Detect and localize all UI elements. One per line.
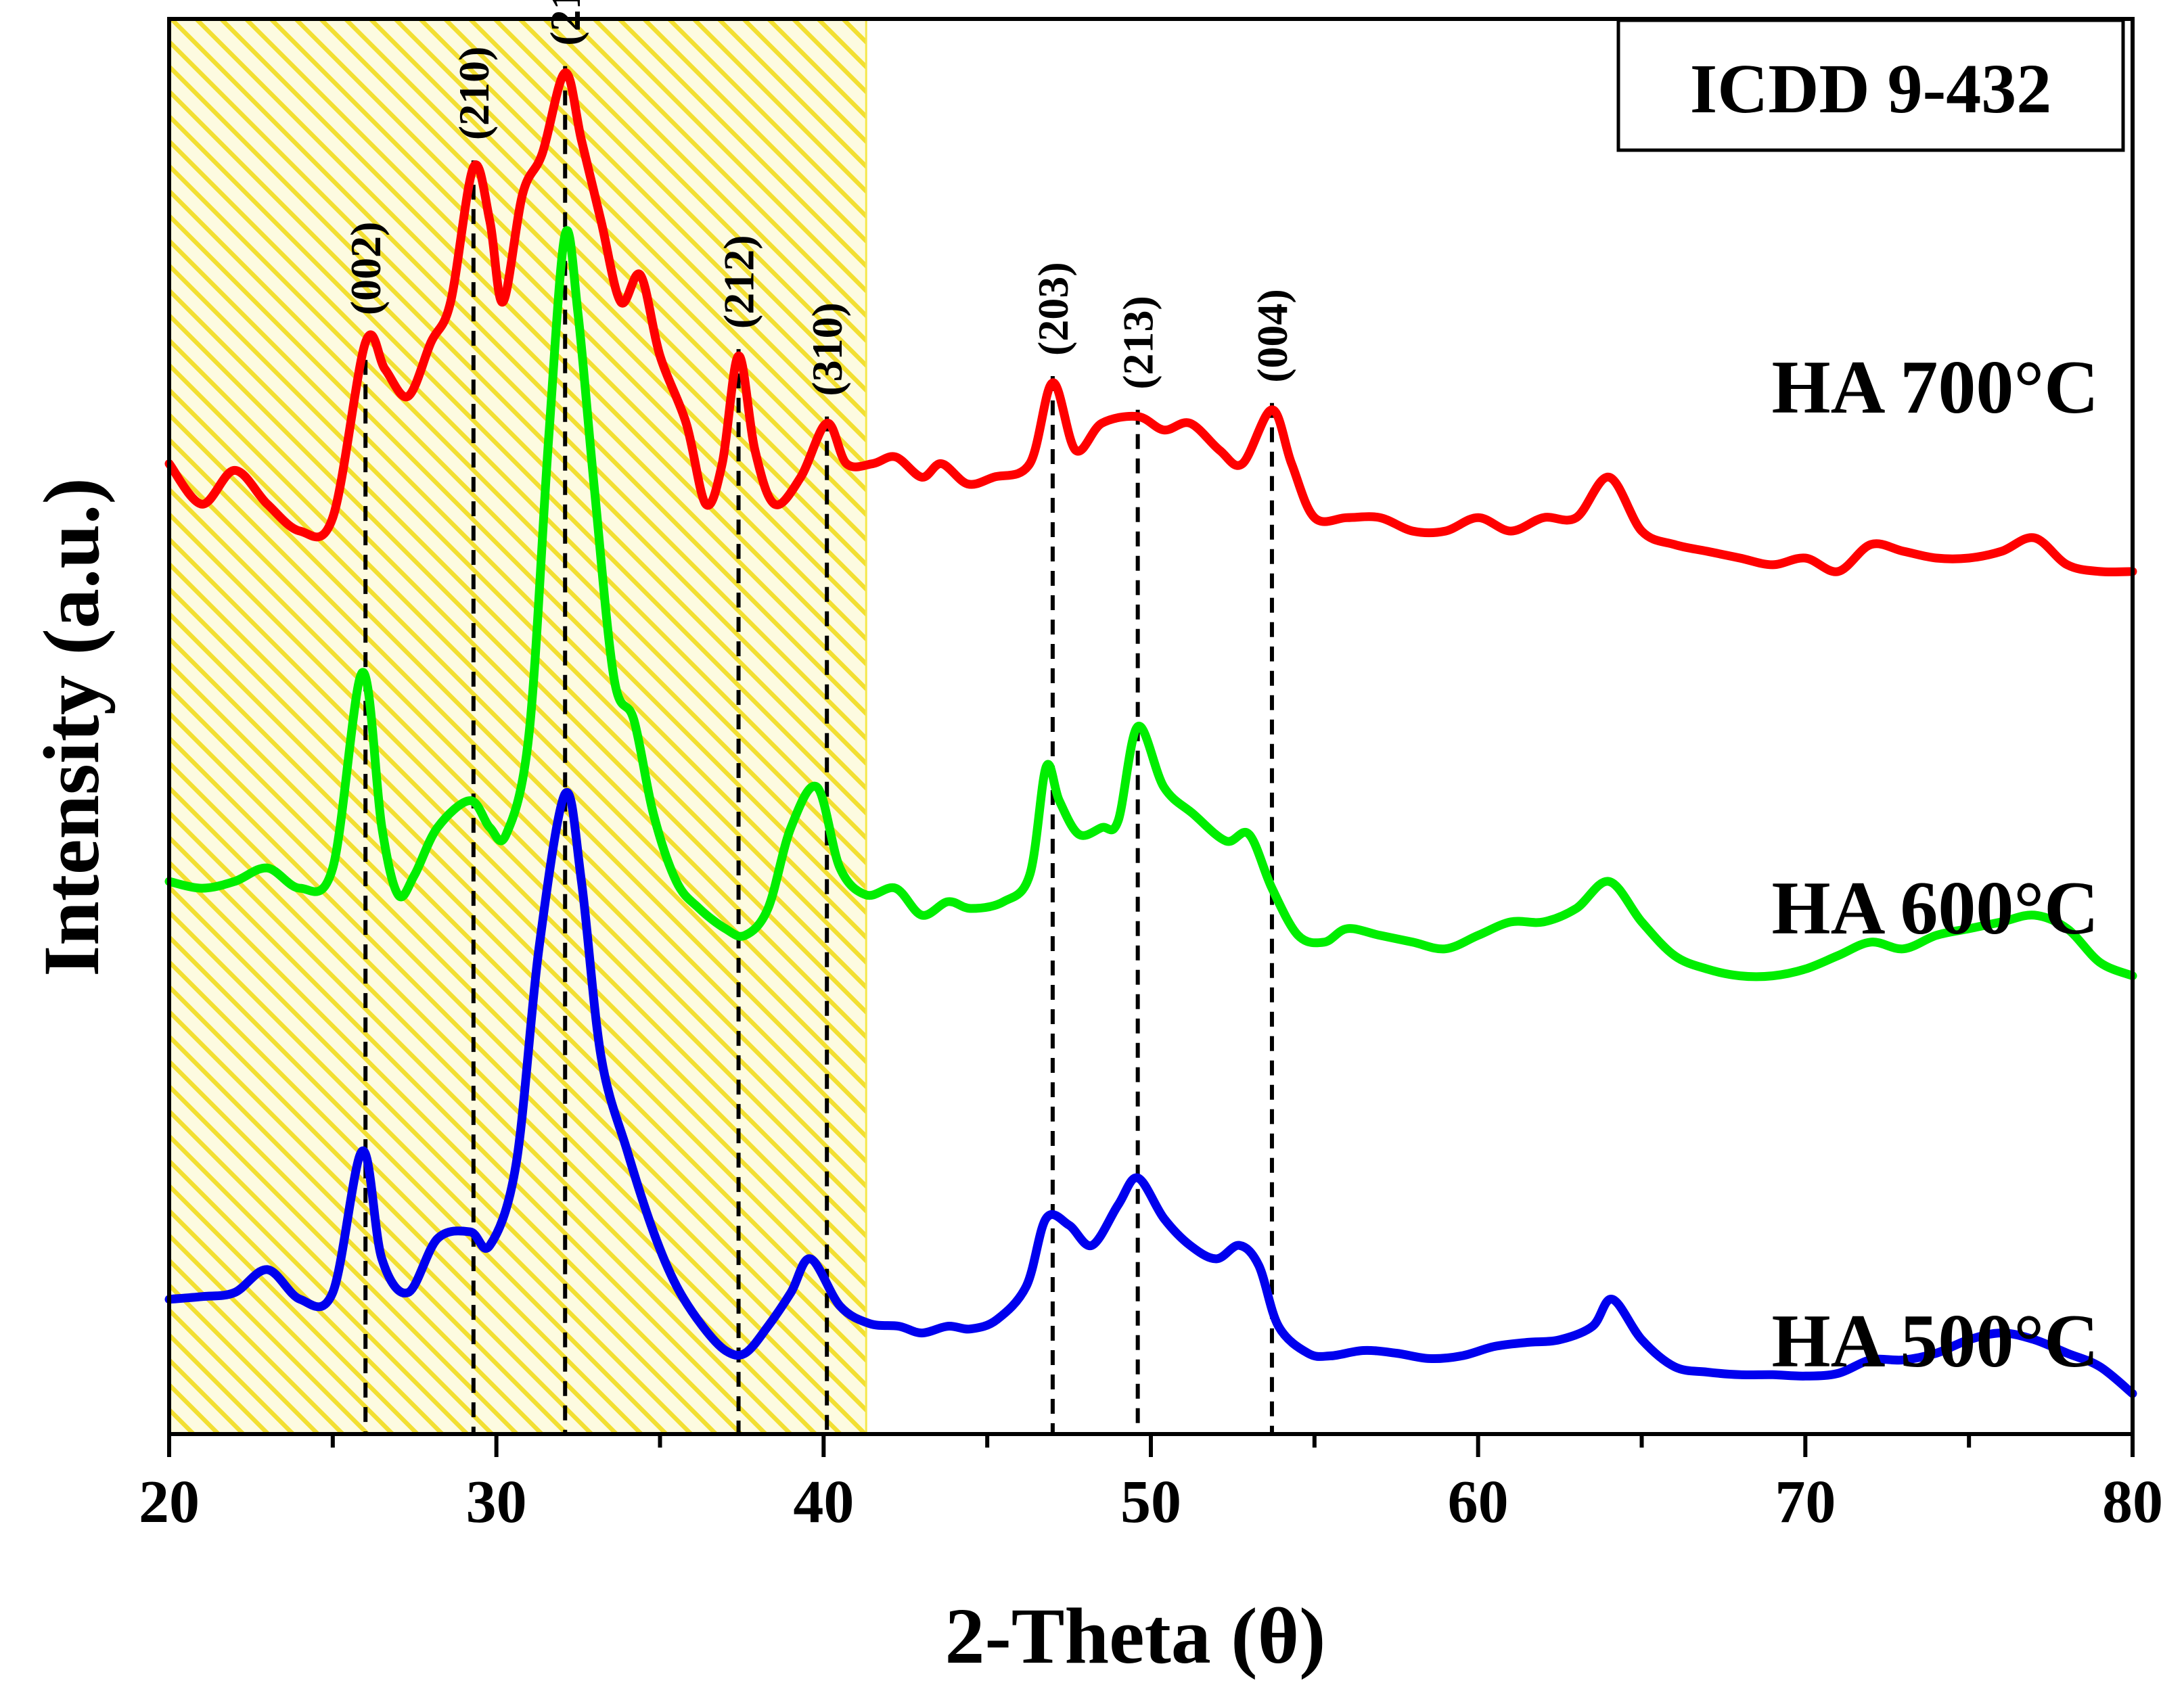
series-labels: HA 700°C HA 600°C HA 500°C (1772, 346, 2099, 1383)
series-line (164, 787, 2137, 1398)
miller-index-label: (211) (541, 0, 589, 46)
x-axis-title: 2-Theta (θ) (945, 1592, 1326, 1680)
x-tick-label: 40 (793, 1469, 854, 1536)
miller-index-label: (310) (803, 302, 851, 396)
miller-index-label: (213) (1114, 296, 1162, 390)
x-tick-label: 80 (2102, 1469, 2163, 1536)
x-tick-label: 20 (139, 1469, 200, 1536)
highlight-band-layer (168, 18, 867, 1435)
reference-label: ICDD 9-432 (1690, 50, 2051, 128)
miller-index-label: (004) (1248, 289, 1296, 383)
x-tick-label: 50 (1120, 1469, 1181, 1536)
series-label: HA 700°C (1772, 346, 2099, 430)
reference-legend-frame (1616, 18, 2125, 152)
y-axis-title: Intensity (a.u.) (27, 478, 116, 977)
miller-index-label: (203) (1029, 262, 1077, 356)
reference-legend-box: ICDD 9-432 (1616, 18, 2125, 152)
series-line (164, 226, 2137, 982)
x-tick-label: 30 (466, 1469, 527, 1536)
series-line (164, 68, 2137, 577)
series-label: HA 600°C (1772, 867, 2099, 950)
miller-index-label: (212) (715, 235, 763, 329)
miller-index-label: (210) (450, 47, 498, 141)
highlight-band (168, 18, 867, 1435)
series-label: HA 500°C (1772, 1299, 2099, 1383)
series-layer (164, 68, 2137, 1398)
x-tick-label: 70 (1775, 1469, 1836, 1536)
x-tick-label: 60 (1448, 1469, 1509, 1536)
reference-lines-layer: (002) (210) (211) (212) (310) (203) (213) (004) (342, 0, 1296, 1434)
x-axis-ticks: 20 30 40 50 60 70 80 (139, 1434, 2163, 1536)
miller-index-label: (002) (342, 222, 390, 316)
